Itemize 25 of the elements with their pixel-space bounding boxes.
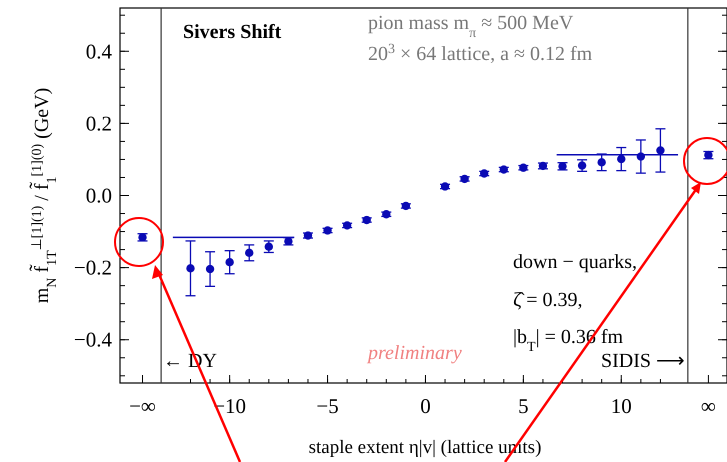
point [617, 154, 626, 164]
y-tick-label: −0.2 [74, 256, 112, 280]
point [186, 264, 195, 273]
text: Sivers Shift [183, 21, 282, 43]
annotation: SIDIS ⟶ [600, 350, 685, 372]
x-tick-label: −5 [316, 394, 339, 418]
y-tick-label: 0.0 [86, 184, 112, 208]
x-tick-label: −∞ [129, 394, 156, 418]
annotation: down − quarks, [513, 251, 638, 273]
annotation: preliminary [366, 342, 462, 364]
y-tick-label: 0.4 [86, 39, 112, 64]
x-tick-label: 5 [518, 394, 529, 418]
point [206, 264, 214, 274]
y-tick-label: 0.2 [86, 111, 112, 136]
point [597, 158, 606, 167]
y-tick-label: −0.4 [74, 328, 112, 352]
annotation: ζ̂ = 0.39, [513, 289, 583, 311]
x-tick-label: 0 [420, 394, 431, 418]
point [245, 248, 254, 258]
point [264, 242, 274, 251]
x-tick-label: 10 [610, 394, 632, 418]
point [656, 146, 665, 155]
text: pion mass m$_{π}$ ≈ 500 MeV 20$^{3}$ × 64 lattice, a ≈ 0.12 fm [368, 12, 592, 65]
x-tick-label: ∞ [700, 394, 716, 418]
point [225, 258, 234, 266]
